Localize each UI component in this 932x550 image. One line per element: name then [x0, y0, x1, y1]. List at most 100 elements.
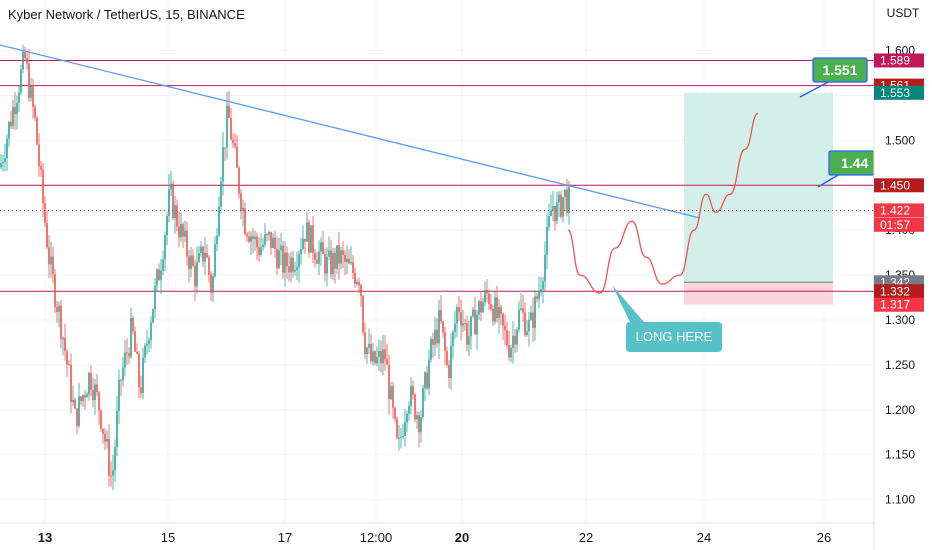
price-tags: 1.5891.5611.5531.4501.42201:571.3421.332… [874, 53, 924, 312]
candle-body [396, 418, 398, 438]
candle-body [50, 256, 52, 265]
candle-body [334, 253, 336, 269]
candle-body [422, 388, 424, 418]
candle-body [28, 63, 30, 98]
candle-body [342, 250, 344, 255]
candle-body [176, 205, 178, 227]
chart-title: Kyber Network / TetherUS, 15, BINANCE [8, 7, 245, 22]
price-tag-text: 1.450 [880, 178, 910, 192]
candle-body [168, 189, 170, 217]
candle-body [490, 304, 492, 309]
candle-body [96, 384, 98, 393]
target-leader [799, 79, 833, 98]
x-axis-ticks: 13 15 17 12:00 20 22 24 26 [38, 530, 831, 545]
candle-body [356, 281, 358, 284]
candle-body [220, 181, 222, 207]
candle-body [556, 202, 558, 222]
candle-body [478, 301, 480, 315]
trend-line[interactable] [0, 44, 701, 219]
candle-body [46, 222, 48, 248]
candle-body [278, 250, 280, 268]
candle-body [244, 208, 246, 235]
candle-body [76, 408, 78, 426]
candle-body [212, 276, 214, 293]
candle-body [134, 331, 136, 352]
candle-body [420, 417, 422, 433]
candle-body [338, 245, 340, 264]
candle-body [322, 242, 324, 255]
candle-body [182, 224, 184, 237]
candle-body [288, 266, 290, 273]
candle-body [228, 105, 230, 118]
candle-body [518, 309, 520, 330]
candle-body [190, 255, 192, 269]
candle-body [416, 415, 418, 420]
candle-body [404, 422, 406, 436]
candle-body [452, 331, 454, 346]
candle-body [186, 230, 188, 257]
x-tick-label: 24 [697, 530, 711, 545]
x-tick-label: 12:00 [360, 530, 393, 545]
candle-body [428, 359, 430, 389]
candle-body [112, 470, 114, 476]
candle-body [552, 206, 554, 211]
candle-body [132, 318, 134, 332]
candle-body [306, 222, 308, 242]
candle-body [426, 372, 428, 389]
candle-body [226, 105, 228, 148]
candle-body [560, 194, 562, 217]
candle-body [352, 262, 354, 273]
candle-body [510, 348, 512, 358]
candle-body [166, 216, 168, 236]
candle-body [424, 372, 426, 389]
candle-body [564, 189, 566, 197]
candle-body [60, 305, 62, 340]
profit-zone [684, 92, 833, 283]
candle-body [106, 438, 108, 442]
candle-body [454, 323, 456, 332]
candle-body [126, 352, 128, 354]
candle-body [372, 351, 374, 362]
mid-price-label[interactable]: 1.44 [817, 150, 880, 188]
candle-body [494, 297, 496, 322]
candle-body [290, 257, 292, 273]
candle-body [542, 281, 544, 290]
target-price-label[interactable]: 1.551 [799, 57, 868, 98]
candle-body [128, 353, 130, 357]
candle-body [90, 372, 92, 390]
candle-body [240, 193, 242, 212]
candle-body [110, 475, 112, 477]
candle-body [180, 224, 182, 238]
candle-body [12, 107, 14, 127]
candle-body [266, 234, 268, 236]
candle-body [384, 349, 386, 360]
candle-body [238, 167, 240, 194]
currency-label: USDT [887, 6, 920, 20]
candle-body [486, 290, 488, 294]
candle-body [380, 350, 382, 364]
candle-body [124, 352, 126, 368]
candle-body [88, 372, 90, 395]
candle-body [246, 234, 248, 237]
candle-body [34, 106, 36, 118]
candle-body [374, 351, 376, 364]
candle-body [438, 310, 440, 344]
position-zones [684, 92, 833, 305]
candle-body [472, 309, 474, 317]
candle-body [430, 339, 432, 360]
candle-body [264, 234, 266, 245]
projection-path[interactable] [567, 112, 759, 294]
candle-body [86, 394, 88, 398]
candle-body [280, 245, 282, 251]
candle-body [568, 186, 570, 214]
x-tick-label: 22 [579, 530, 593, 545]
candle-body [410, 385, 412, 407]
candle-body [80, 396, 82, 402]
long-here-callout[interactable]: LONG HERE [612, 285, 722, 352]
candle-body [136, 351, 138, 354]
candle-body [272, 237, 274, 248]
candle-body [274, 237, 276, 249]
candle-body [418, 415, 420, 433]
callout-text: LONG HERE [636, 329, 713, 344]
